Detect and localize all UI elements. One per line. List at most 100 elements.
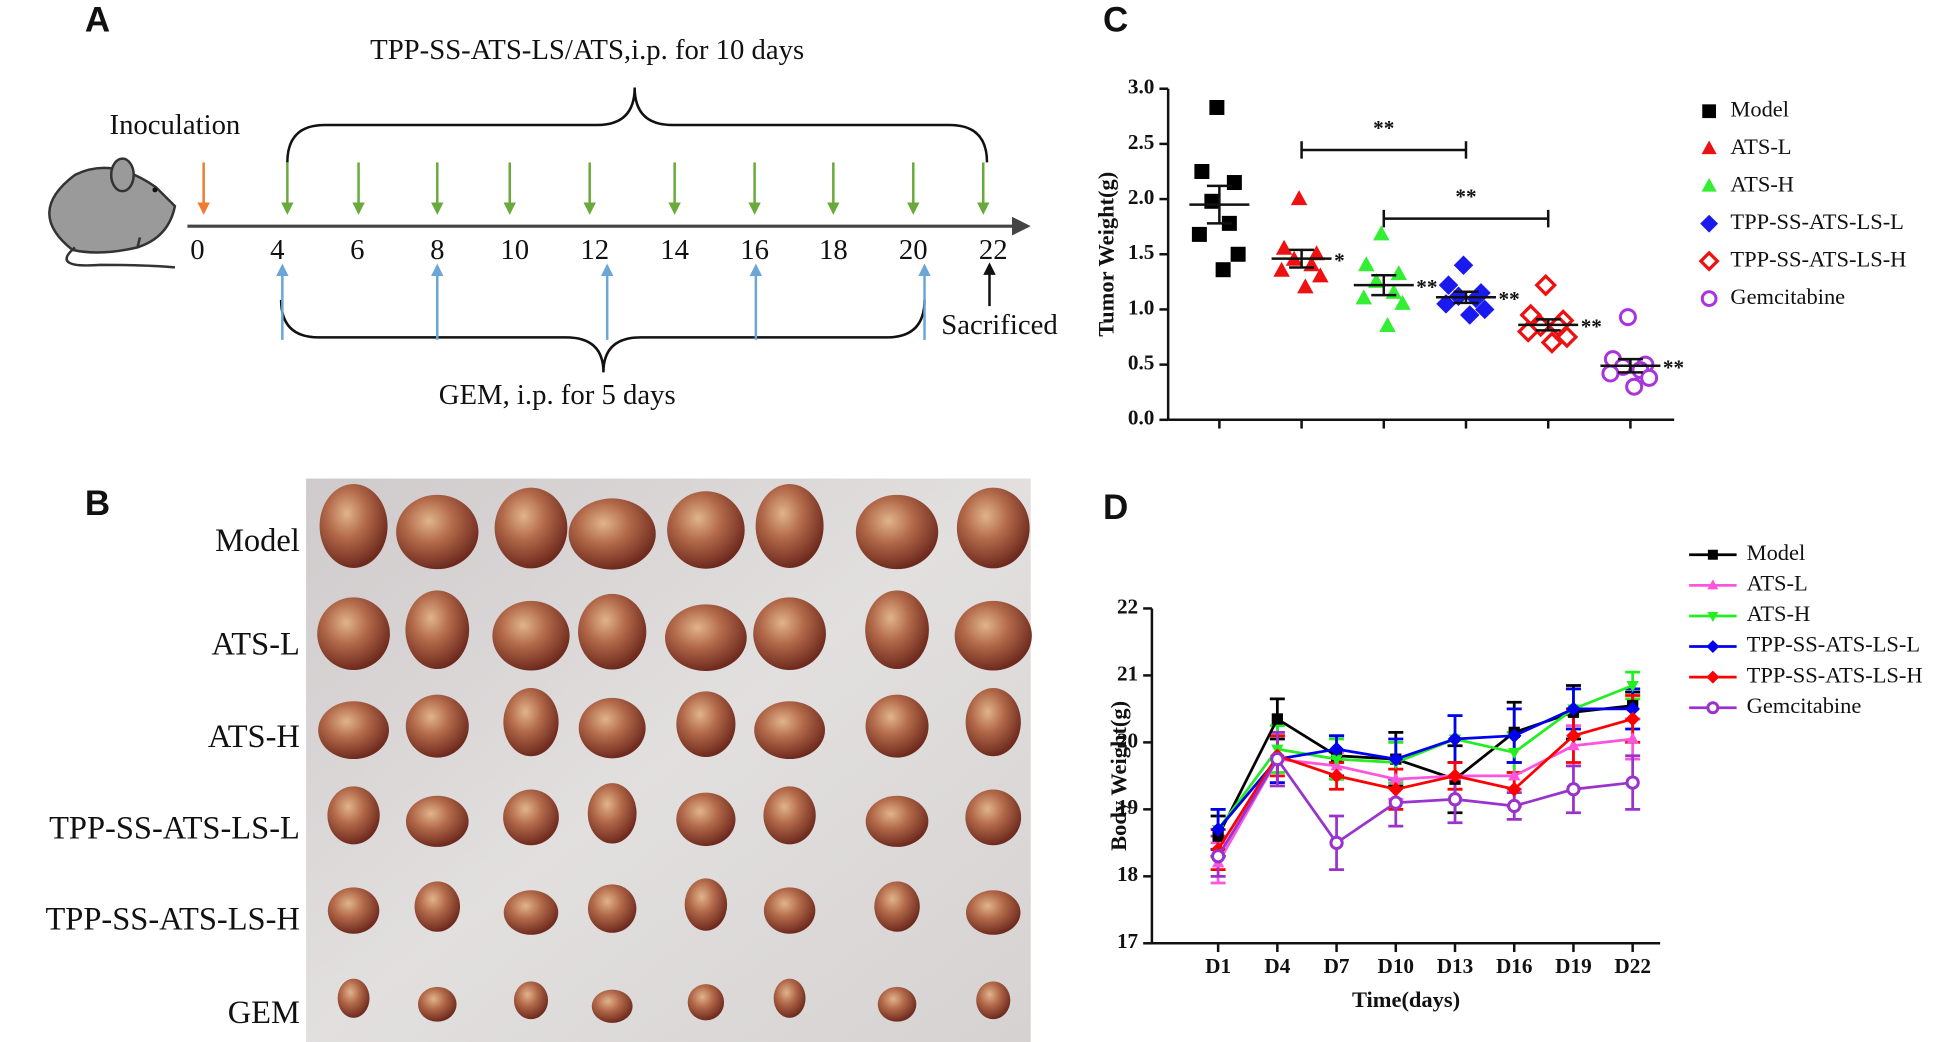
marker (1215, 262, 1231, 278)
row-label: TPP-SS-ATS-LS-L (49, 810, 300, 846)
timeline-label: 16 (740, 234, 769, 266)
marker (1275, 239, 1293, 255)
marker (1447, 731, 1463, 747)
row-label: ATS-H (208, 719, 300, 755)
marker (1230, 246, 1246, 262)
marker (1394, 294, 1411, 310)
y-tick-label: 2.5 (1128, 130, 1155, 154)
tumor (318, 701, 389, 760)
significance: ** (1663, 355, 1684, 379)
y-tick-label: 19 (1117, 795, 1138, 819)
y-tick-label: 21 (1117, 661, 1138, 685)
marker (1508, 747, 1521, 760)
y-tick-label: 22 (1117, 594, 1138, 618)
legend-label: Model (1730, 96, 1789, 121)
marker (1555, 325, 1579, 349)
tumor (763, 786, 816, 845)
timeline-label: 0 (190, 234, 204, 266)
tumor (965, 688, 1021, 757)
timeline-label: 20 (899, 234, 928, 266)
start-label: Inoculation (110, 109, 241, 141)
marker (1566, 782, 1581, 797)
timeline-label: 18 (819, 234, 848, 266)
marker (1626, 732, 1639, 744)
tumor (753, 597, 826, 671)
marker (1194, 163, 1210, 179)
tumor (492, 600, 570, 671)
y-tick-label: 17 (1117, 929, 1139, 953)
tumor (494, 487, 568, 569)
y-tick-label: 18 (1117, 862, 1138, 886)
x-tick-label: D7 (1324, 954, 1350, 978)
marker (1388, 795, 1403, 810)
x-tick-label: D4 (1264, 954, 1290, 978)
tumor (965, 789, 1022, 846)
significance: ** (1581, 315, 1602, 339)
marker (1601, 364, 1620, 383)
marker (1567, 738, 1580, 751)
marker (1308, 245, 1325, 261)
tumor (405, 590, 470, 670)
tumor (327, 887, 380, 934)
panel-letter: B (85, 484, 110, 523)
marker (1211, 849, 1226, 864)
legend-label: ATS-H (1730, 171, 1794, 196)
bracket (1300, 141, 1468, 159)
marker (1297, 278, 1314, 294)
marker (1625, 775, 1640, 790)
x-tick-label: D10 (1378, 954, 1415, 978)
tumor (405, 795, 469, 847)
tumor (755, 484, 824, 568)
timeline-label: 14 (660, 234, 689, 266)
end-label: Sacrificed (941, 309, 1058, 341)
marker (1506, 728, 1522, 743)
legend-label: TPP-SS-ATS-LS-L (1730, 209, 1904, 234)
tumor (667, 491, 745, 569)
top-label: TPP-SS-ATS-LS/ATS,i.p. for 10 days (370, 34, 804, 66)
legend-label: TPP-SS-ATS-LS-H (1730, 246, 1906, 271)
marker (1701, 177, 1717, 192)
panel-b: B Model ATS-L ATS-H TPP-SS-ATS-LS-L TPP-SS-A… (45, 478, 1032, 1042)
marker (1312, 267, 1329, 283)
tumor (591, 989, 633, 1023)
tumor (513, 981, 549, 1020)
panel-c: C Tumor Weight(g) 0.0 0.5 1.0 1.5 2.0 2.5 3.0 Mod… (1093, 1, 1906, 430)
tumor (754, 701, 826, 760)
marker (1474, 299, 1495, 320)
y-tick-label: 20 (1117, 728, 1138, 752)
x-tick-label: D16 (1496, 954, 1533, 978)
marker (1447, 792, 1463, 807)
tumor (966, 890, 1021, 935)
tumor (568, 498, 656, 570)
x-tick-label: D22 (1614, 954, 1651, 978)
marker (1270, 752, 1285, 767)
tumor (405, 694, 469, 758)
mouse (48, 157, 177, 269)
tumor (503, 688, 559, 757)
x-tick-label: D1 (1205, 954, 1231, 978)
marker (1706, 670, 1720, 684)
marker (1566, 728, 1581, 743)
marker (1209, 99, 1225, 115)
bracket-label: ** (1455, 185, 1476, 209)
tumor (319, 484, 388, 568)
error-bar (1206, 184, 1232, 225)
marker (1706, 701, 1720, 715)
tumor (503, 789, 559, 846)
timeline-label: 4 (270, 234, 284, 266)
marker (1355, 289, 1373, 305)
tumor (763, 887, 816, 934)
y-tick-label: 0.5 (1128, 350, 1155, 374)
tumor (976, 981, 1011, 1020)
marker (1330, 754, 1343, 766)
bottom-label: GEM, i.p. for 5 days (439, 379, 676, 411)
tumor (855, 494, 939, 570)
marker (1618, 308, 1637, 327)
marker (1625, 377, 1644, 396)
error-bar (1453, 290, 1479, 305)
tumor (337, 978, 370, 1018)
y-tick-label: 2.0 (1128, 185, 1155, 209)
marker (1507, 798, 1522, 814)
tumor (327, 786, 380, 845)
